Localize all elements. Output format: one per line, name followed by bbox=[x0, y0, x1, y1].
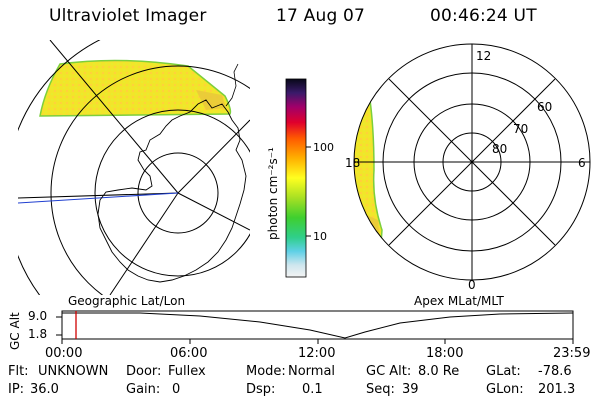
gain-label: Gain: bbox=[126, 382, 161, 397]
altitude-ylabel: GC Alt bbox=[8, 312, 22, 350]
colorbar-unit-label: photon cm⁻²s⁻¹ bbox=[266, 147, 280, 240]
colorbar-label-10: 10 bbox=[313, 230, 327, 243]
glat-value: -78.6 bbox=[538, 364, 572, 379]
latitude-circles bbox=[18, 40, 250, 295]
polar-diagonal-2 bbox=[388, 78, 556, 246]
dsp-label: Dsp: bbox=[246, 382, 276, 397]
xtick-label-2359: 23:59 bbox=[553, 346, 591, 361]
polar-mlt-12: 12 bbox=[476, 49, 491, 63]
auroral-image-left bbox=[39, 59, 232, 117]
gain-value: 0 bbox=[172, 382, 181, 397]
polar-lat-80: 80 bbox=[492, 142, 507, 156]
auroral-image-right bbox=[354, 99, 383, 260]
time-label: 00:46:24 UT bbox=[430, 6, 537, 26]
altitude-timeline bbox=[56, 310, 574, 344]
glon-value: 201.3 bbox=[538, 382, 576, 397]
gcalt-label: GC Alt: bbox=[366, 364, 412, 379]
dsp-value: 0.1 bbox=[302, 382, 323, 397]
xtick-label-1800: 18:00 bbox=[426, 346, 464, 361]
polar-mlt-0: 0 bbox=[468, 278, 476, 292]
polar-plot: 60 70 80 12 18 6 0 bbox=[345, 43, 591, 292]
ip-label: IP: bbox=[8, 382, 25, 397]
altitude-ytick-label-low: 1.8 bbox=[28, 327, 48, 341]
xtick-label-0600: 06:00 bbox=[170, 346, 208, 361]
instrument-title: Ultraviolet Imager bbox=[49, 6, 207, 26]
door-label: Door: bbox=[126, 364, 162, 379]
polar-lat-70: 70 bbox=[513, 122, 528, 136]
polar-mlt-6: 6 bbox=[578, 156, 586, 170]
meridian-line bbox=[18, 192, 179, 204]
seq-value: 39 bbox=[402, 382, 419, 397]
seq-label: Seq: bbox=[366, 382, 395, 397]
right-map-label: Apex MLat/MLT bbox=[414, 294, 504, 308]
left-map-label: Geographic Lat/Lon bbox=[68, 294, 186, 308]
polar-mlt-18: 18 bbox=[345, 156, 360, 170]
glon-label: GLon: bbox=[486, 382, 524, 397]
altitude-curve bbox=[62, 312, 574, 339]
flt-value: UNKNOWN bbox=[38, 364, 109, 379]
colorbar bbox=[285, 78, 307, 278]
colorbar-label-100: 100 bbox=[313, 141, 334, 154]
xtick-label-1200: 12:00 bbox=[298, 346, 336, 361]
geographic-map bbox=[18, 40, 250, 295]
ip-value: 36.0 bbox=[30, 382, 59, 397]
coastline bbox=[97, 99, 247, 283]
xtick-label-0000: 00:00 bbox=[45, 346, 83, 361]
altitude-frame bbox=[61, 310, 574, 340]
mode-label: Mode: bbox=[246, 364, 286, 379]
mode-value: Normal bbox=[288, 364, 336, 379]
date-label: 17 Aug 07 bbox=[276, 6, 366, 26]
polar-lat-60: 60 bbox=[537, 100, 552, 114]
gcalt-value: 8.0 Re bbox=[418, 364, 460, 379]
glat-label: GLat: bbox=[486, 364, 521, 379]
door-value: Fullex bbox=[168, 364, 206, 379]
longitude-lines bbox=[18, 40, 250, 295]
flt-label: Flt: bbox=[8, 364, 29, 379]
altitude-ytick-label-high: 9.0 bbox=[28, 309, 48, 323]
coastline-peninsula bbox=[225, 63, 239, 107]
